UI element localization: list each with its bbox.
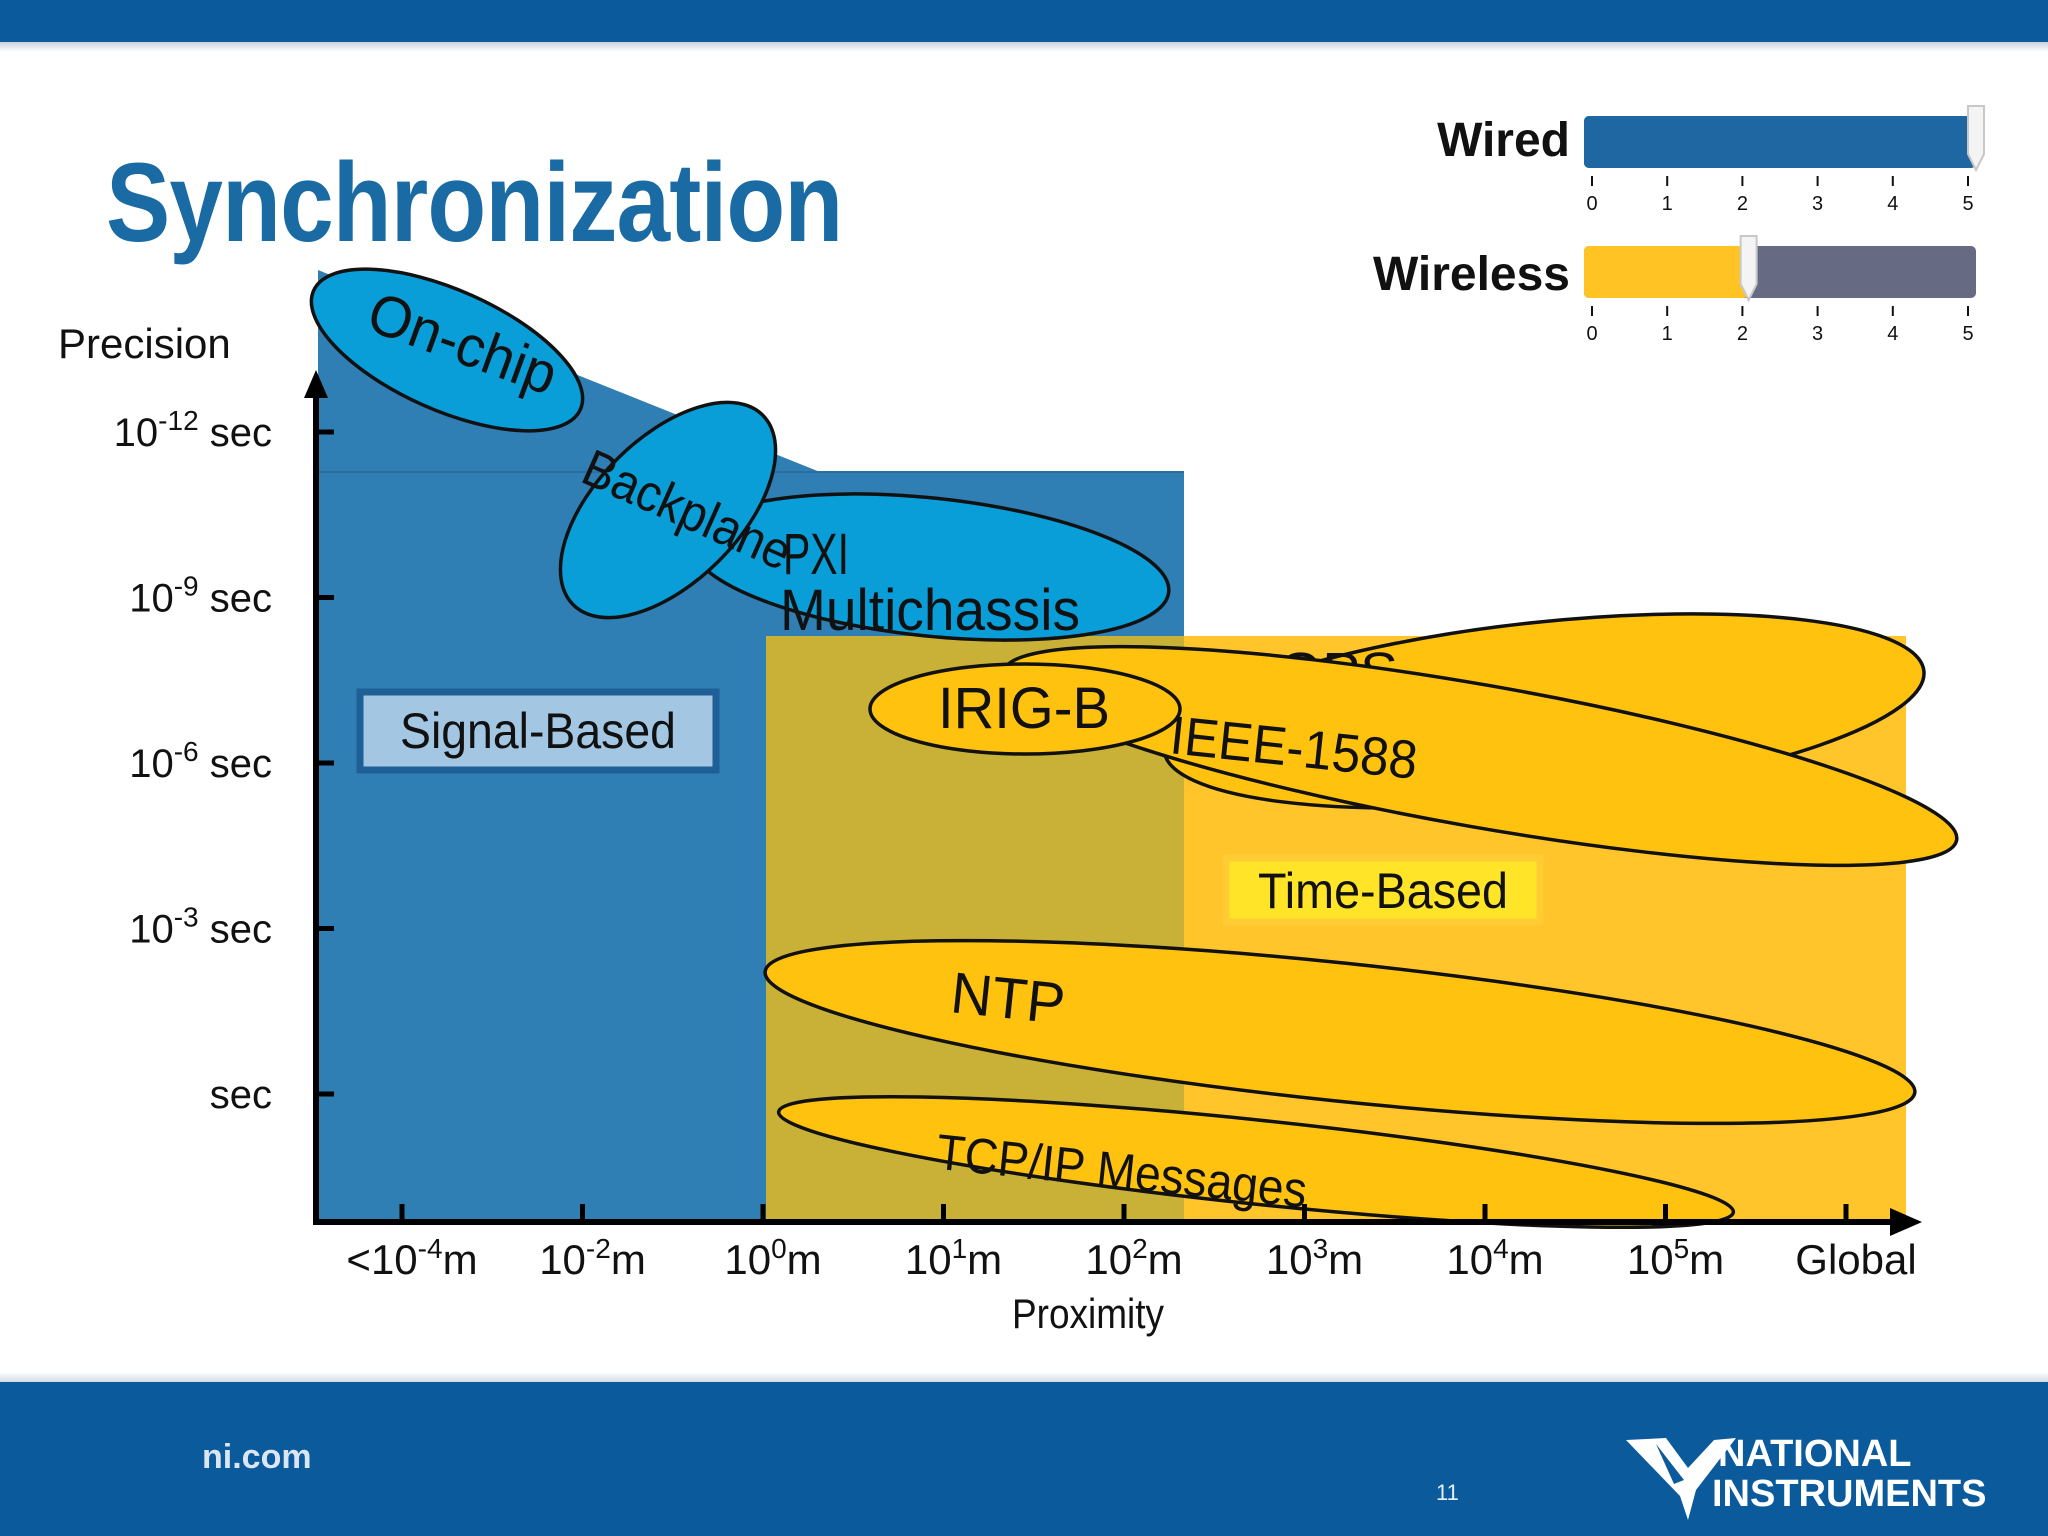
tech-ellipse-backplane [558, 400, 778, 620]
tech-label-irig-b: IRIG-B [938, 676, 1110, 741]
legend-tick-label: 5 [1962, 323, 1973, 345]
footer-shadow [0, 1372, 2048, 1384]
legend-tick-label: 0 [1586, 193, 1597, 215]
x-tick-label: 101m [905, 1233, 1002, 1283]
legend-tick-label: 0 [1586, 323, 1597, 345]
y-axis-title: Precision [58, 320, 231, 367]
legend-tick-label: 2 [1737, 323, 1748, 345]
legend-bar-fill [1584, 246, 1749, 298]
header-bar [0, 0, 2048, 42]
axes-layer: Precision Proximity 10-12 sec 10-9 sec 10-6 … [58, 320, 1922, 1337]
x-tick-label: <10-4m [346, 1233, 477, 1283]
logo-line2: INSTRUMENTS [1712, 1473, 1986, 1515]
x-axis-title: Proximity [1012, 1290, 1164, 1337]
wired-wireless-legend: Wired 0 1 2 3 4 5 Wireless 0 1 2 3 4 5 [1373, 105, 1985, 345]
eagle-icon [1626, 1438, 1736, 1520]
y-tick-label: sec [210, 1073, 272, 1117]
legend-bar-fill [1584, 116, 1976, 168]
legend-row-wireless: Wireless 0 1 2 3 4 5 [1373, 235, 1976, 345]
signal-based-text: Signal-Based [400, 703, 676, 759]
legend-tick-label: 1 [1662, 323, 1673, 345]
y-tick-label: 10-9 sec [129, 571, 272, 621]
x-tick-label: 103m [1266, 1233, 1363, 1283]
tech-label-pxi: PXI [783, 522, 849, 587]
time-based-label: Time-Based [1222, 854, 1544, 926]
x-tick-label: 105m [1627, 1233, 1724, 1283]
header-shadow [0, 42, 2048, 52]
tech-ellipse-on-chip [309, 267, 585, 433]
logo-line1: NATIONAL [1718, 1433, 1912, 1475]
tech-ellipse-irig-b [868, 662, 1182, 756]
legend-tick-label: 4 [1887, 193, 1898, 215]
x-tick-label: 100m [724, 1233, 821, 1283]
x-tick-label: Global [1795, 1236, 1916, 1283]
legend-tick-label: 3 [1812, 323, 1823, 345]
technology-layer: GPSIEEE-1588IRIG-BPXIMultichassisOn-chip… [309, 267, 1959, 1230]
legend-tick-label: 4 [1887, 323, 1898, 345]
legend-tick-label: 1 [1662, 193, 1673, 215]
legend-slider-thumb [1967, 105, 1985, 173]
legend-tick-label: 5 [1962, 193, 1973, 215]
national-instruments-logo: NATIONAL INSTRUMENTS [1626, 1433, 1986, 1520]
x-tick-label: 10-2m [539, 1233, 646, 1283]
x-tick-label: 104m [1446, 1233, 1543, 1283]
legend-slider-thumb [1739, 235, 1758, 303]
tech-label-multichassis: Multichassis [780, 578, 1080, 643]
y-tick-label: 10-12 sec [114, 405, 272, 455]
y-tick-label: 10-6 sec [129, 736, 272, 786]
slide-title: Synchronization [106, 140, 843, 265]
tech-ellipse-tcp-ip-messages [776, 1094, 1736, 1230]
legend-row-wired: Wired 0 1 2 3 4 5 [1437, 105, 1985, 215]
legend-label: Wireless [1373, 248, 1570, 301]
legend-tick-label: 3 [1812, 193, 1823, 215]
page-number: 11 [1436, 1480, 1459, 1505]
y-tick-label: 10-3 sec [129, 902, 272, 952]
x-tick-label: 102m [1085, 1233, 1182, 1283]
time-based-text: Time-Based [1258, 863, 1508, 919]
legend-label: Wired [1437, 114, 1570, 167]
tech-ellipse-ntp [763, 938, 1917, 1126]
legend-tick-label: 2 [1737, 193, 1748, 215]
x-axis-arrow [1890, 1208, 1922, 1236]
footer-website[interactable]: ni.com [202, 1438, 312, 1476]
y-axis-arrow [304, 370, 328, 398]
tech-label-ntp: NTP [948, 960, 1068, 1037]
signal-based-label: Signal-Based [356, 688, 720, 774]
